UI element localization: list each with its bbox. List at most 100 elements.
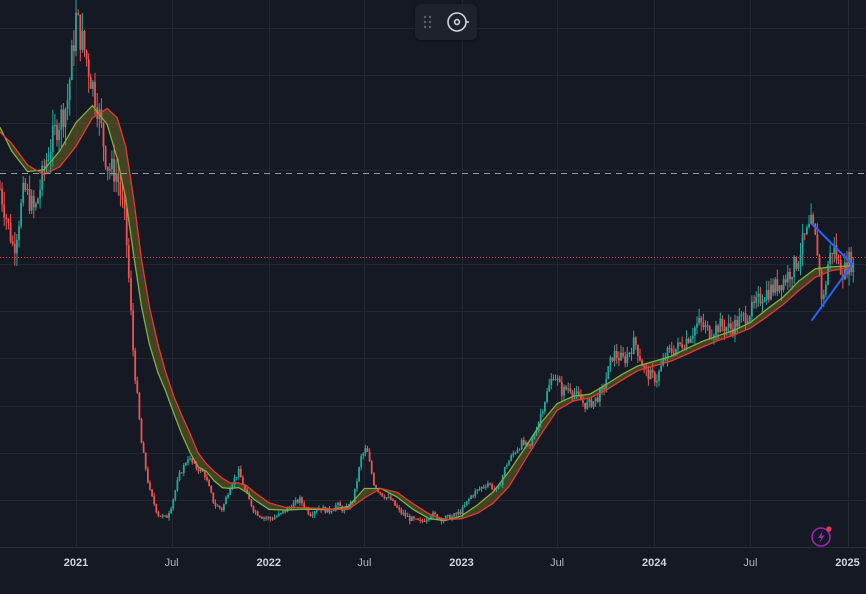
candle-body [778,285,781,292]
candle-body [208,480,210,487]
candle-body [822,294,825,300]
candle-body [618,357,620,361]
candle-body [166,515,168,518]
candle-body [827,264,829,285]
candle-body [256,511,259,516]
candle-body [573,393,576,396]
candle-body [252,506,255,512]
candle-body [461,507,464,515]
candle-body [520,439,523,450]
candle-body [734,319,736,334]
time-axis-label: 2022 [257,557,281,569]
candle-body [514,452,517,454]
candle-body [717,325,719,333]
candle-body [153,495,156,505]
candle-body [155,504,158,512]
candle-body [544,402,546,412]
candle-body [132,310,134,351]
time-axis[interactable]: 2021 Jul 2022 Jul 2023 Jul 2024 Jul 2025 [64,557,860,569]
chart-grid [0,0,866,548]
lightning-bolt-icon[interactable] [809,523,835,549]
drag-handle-icon[interactable] [423,14,433,30]
candle-body [339,502,341,507]
candle-body [704,325,707,328]
candle-body [387,496,390,498]
candle-body [28,189,31,211]
candle-body [459,511,462,515]
candle-body [0,188,1,190]
candle-body [438,518,441,520]
slow-ma-line [0,107,854,521]
candle-body [679,342,681,344]
candle-body [546,391,548,403]
candle-body [607,366,610,379]
candle-body [833,245,836,254]
candle-body [620,352,622,361]
candle-body [810,215,812,224]
candle-body [552,378,555,380]
candle-body [1,188,3,205]
candle-body [476,489,479,492]
candle-body [43,165,46,168]
candle-body [413,516,415,519]
candle-body [58,129,60,141]
candle-body [49,151,52,160]
candle-body [411,516,413,521]
candle-body [609,357,612,367]
candle-body [588,399,591,403]
candle-body [503,467,506,476]
candle-body [582,400,584,403]
candle-body [201,469,204,472]
candle-body [144,452,147,469]
time-axis-label: Jul [743,557,757,569]
candle-body [56,125,58,141]
candle-body [89,76,92,89]
candle-body [670,348,673,353]
candle-body [729,323,732,329]
candle-body [816,234,819,256]
candle-body [723,326,726,332]
candle-body [73,45,75,52]
candle-body [628,352,631,354]
candle-body [271,518,274,520]
candle-body [51,125,54,152]
time-axis-label: Jul [550,557,564,569]
candle-body [267,517,270,519]
candle-body [677,342,679,349]
candle-body [818,255,821,271]
candle-body [106,166,109,171]
candle-body [5,217,8,219]
candle-body [590,399,593,407]
candle-body [470,495,472,499]
candle-body [691,335,694,339]
candle-body [594,397,597,402]
settings-circle-icon[interactable] [445,10,471,34]
candle-body [529,444,532,446]
candle-body [668,347,671,349]
candle-body [273,517,276,520]
candle-body [383,496,386,499]
candle-body [37,198,39,204]
candle-body [681,343,684,348]
candle-body [541,411,544,414]
candle-body [47,159,50,161]
candle-body [307,508,310,515]
candle-body [799,254,802,264]
candle-body [423,521,426,522]
triangle-pattern-lines [810,222,854,322]
candle-body [495,488,498,490]
candle-body [615,351,618,358]
candle-body [434,512,436,515]
candle-body [121,196,124,200]
candle-body [825,284,827,295]
candle-body [522,439,525,445]
candle-body [639,356,641,361]
candle-body [806,227,808,235]
candle-body [147,469,149,483]
candle-body [237,468,240,477]
candle-body [698,317,700,324]
candle-body [229,488,232,495]
candle-body [284,511,286,513]
candle-body [216,505,219,507]
